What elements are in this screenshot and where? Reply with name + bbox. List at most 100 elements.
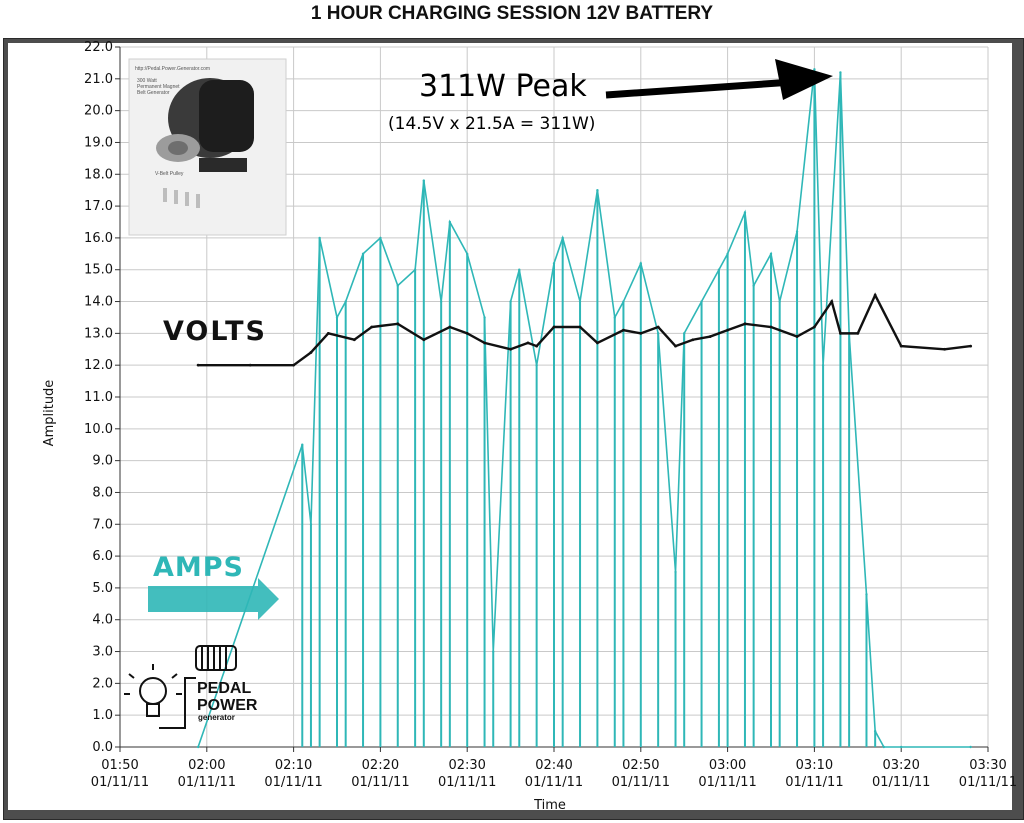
y-tick-label: 21.0 — [84, 72, 113, 87]
amps-point — [752, 284, 755, 287]
x-tick-time: 02:40 — [535, 758, 572, 773]
volts-point — [578, 325, 582, 329]
amps-point — [578, 300, 582, 303]
generator-icon — [195, 645, 237, 671]
amps-point — [535, 363, 538, 367]
x-tick-time: 03:00 — [709, 758, 746, 773]
amps-point — [344, 300, 347, 303]
volts-point — [839, 331, 842, 335]
x-tick-time: 02:00 — [188, 758, 225, 773]
amps-point — [726, 252, 729, 256]
volts-point — [465, 331, 469, 335]
volts-point — [352, 338, 356, 342]
lightbulb-icon — [124, 664, 182, 717]
y-tick-label: 13.0 — [84, 326, 113, 341]
y-tick-label: 8.0 — [92, 485, 113, 500]
y-tick-label: 14.0 — [84, 295, 113, 310]
y-axis-title: Amplitude — [42, 380, 57, 447]
x-tick-date: 01/11/11 — [612, 775, 670, 790]
y-tick-label: 9.0 — [92, 454, 113, 469]
volts-point — [656, 325, 660, 329]
amps-point — [379, 236, 382, 240]
y-tick-label: 17.0 — [84, 199, 113, 214]
volts-point — [899, 344, 903, 348]
amps-point — [969, 745, 972, 749]
x-tick-date: 01/11/11 — [264, 775, 322, 790]
amps-point — [900, 745, 903, 749]
amps-point — [769, 252, 773, 256]
volts-point — [552, 325, 556, 329]
peak-arrow-head — [775, 59, 833, 100]
y-tick-label: 20.0 — [84, 104, 113, 119]
amps-point — [717, 268, 721, 271]
y-tick-label: 7.0 — [92, 517, 113, 532]
amps-point — [674, 570, 677, 574]
volts-point — [943, 347, 946, 351]
volts-point — [830, 300, 834, 303]
volts-point — [248, 363, 252, 367]
x-tick-time: 02:20 — [362, 758, 399, 773]
amps-point — [778, 300, 781, 303]
amps-point — [483, 316, 486, 319]
photo-pulley-label: V-Belt Pulley — [155, 171, 184, 177]
amps-point — [439, 300, 443, 303]
y-tick-label: 22.0 — [84, 40, 113, 55]
x-tick-date: 01/11/11 — [91, 775, 149, 790]
volts-point — [795, 335, 799, 338]
photo-url-text: http://Pedal.Power.Generator.com — [135, 66, 210, 72]
amps-label: AMPS — [153, 552, 244, 583]
y-tick-label: 4.0 — [92, 613, 113, 628]
y-tick-label: 19.0 — [84, 135, 113, 150]
amps-point — [196, 745, 200, 749]
amps-point — [839, 71, 842, 74]
series — [196, 68, 973, 749]
volts-label: VOLTS — [163, 316, 267, 347]
amps-point — [448, 220, 452, 224]
amps-point — [683, 332, 686, 335]
amps-point — [335, 316, 339, 319]
amps-point — [413, 268, 417, 271]
volts-point — [526, 341, 530, 345]
volts-point — [873, 293, 877, 297]
amps-point — [873, 729, 877, 733]
volts-point — [674, 344, 677, 348]
x-tick-date: 01/11/11 — [438, 775, 496, 790]
amps-point — [700, 300, 703, 303]
amps-point — [865, 593, 868, 596]
chart-canvas: 0.0 1.0 2.0 3.0 4.0 5.0 6.0 7.0 8.0 9.0 10.0 11.0 12… — [8, 40, 1017, 813]
photo-caption-2: Permanent Magnet — [137, 84, 180, 90]
volts-point — [292, 363, 295, 367]
amps-point — [795, 230, 799, 233]
x-axis-title: Time — [533, 798, 566, 813]
amps-point — [882, 745, 886, 749]
amps-point — [396, 284, 399, 287]
amps-point — [301, 443, 304, 446]
y-tick-label: 2.0 — [92, 676, 113, 691]
amps-arrow — [148, 578, 279, 620]
volts-point — [856, 331, 860, 335]
x-tick-date: 01/11/11 — [525, 775, 583, 790]
volts-point — [370, 325, 374, 329]
y-tick-label: 12.0 — [84, 358, 113, 373]
peak-arrow-line — [605, 78, 794, 99]
x-tick-time: 02:30 — [448, 758, 485, 773]
amps-point — [518, 268, 521, 271]
y-tick-label: 1.0 — [92, 708, 113, 723]
volts-point — [309, 351, 313, 354]
volts-point — [691, 338, 695, 342]
volts-point — [483, 341, 486, 345]
amps-point — [639, 262, 642, 265]
y-tick-label: 15.0 — [84, 263, 113, 278]
x-tick-date: 01/11/11 — [785, 775, 843, 790]
volts-point — [196, 363, 200, 367]
x-tick-time: 02:10 — [275, 758, 312, 773]
volts-point — [769, 325, 773, 329]
x-tick-time: 03:10 — [796, 758, 833, 773]
generator-photo: http://Pedal.Power.Generator.com 300 Wat… — [128, 58, 287, 236]
amps-point — [821, 363, 825, 367]
y-axis: 0.0 1.0 2.0 3.0 4.0 5.0 6.0 7.0 8.0 9.0 10.0 11.0 12… — [84, 40, 120, 755]
logo-text-power: POWER — [197, 697, 258, 714]
x-tick-date: 01/11/11 — [178, 775, 236, 790]
volts-series-line — [198, 292, 971, 367]
amps-annotation: AMPS — [148, 552, 279, 620]
